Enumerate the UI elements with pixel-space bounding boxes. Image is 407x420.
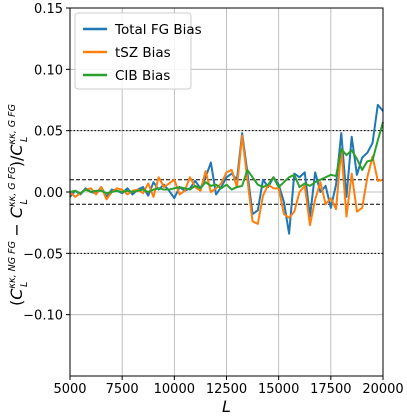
series-line-1 (69, 134, 384, 227)
y-label-c3: C (7, 144, 26, 156)
x-tick-label-4: 15000 (258, 382, 299, 397)
y-label-c1-sub: L (19, 282, 30, 287)
y-label-c1-sup: κκ, NG FG (7, 241, 18, 289)
x-tick-label-6: 20000 (362, 382, 403, 397)
x-tick-label-1: 7500 (106, 382, 139, 397)
y-tick-label-2: 0.00 (34, 186, 63, 201)
x-tick-label-5: 17500 (310, 382, 351, 397)
legend: Total FG Bias tSZ Bias CIB Bias (74, 12, 202, 90)
x-tick-label-2: 10000 (154, 382, 195, 397)
legend-label-1: tSZ Bias (115, 45, 171, 61)
y-tick-label-4: 0.10 (34, 63, 63, 78)
y-axis-label: (Cκκ, NG FGL − Cκκ, G FGL)/Cκκ, G FGL (7, 104, 30, 306)
y-label-c3-sub: L (19, 137, 30, 142)
y-label-open: ( (7, 300, 26, 306)
y-label-c1: C (7, 288, 26, 300)
y-tick-label-5: 0.15 (34, 2, 63, 17)
series-line-2 (69, 121, 384, 195)
x-tick-label-0: 5000 (53, 382, 86, 397)
y-label-c2-sub: L (19, 199, 30, 204)
y-tick-label-3: 0.05 (34, 125, 63, 140)
x-tick-label-3: 12500 (206, 382, 247, 397)
y-tick-label-1: −0.05 (23, 247, 63, 262)
legend-label-0: Total FG Bias (114, 22, 202, 38)
legend-label-2: CIB Bias (115, 68, 170, 84)
axis-ticks: 5000 7500 10000 12500 15000 17500 20000 −0.10 −0… (23, 2, 404, 397)
series-lines (69, 103, 384, 235)
series-line-0 (69, 103, 384, 235)
x-axis-label: L (222, 397, 231, 416)
y-label-mid: )/ (7, 155, 26, 167)
y-label-c2: C (7, 206, 26, 218)
y-label-minus: − (7, 218, 26, 242)
legend-box (74, 12, 192, 90)
y-label-c2-sup: κκ, G FG (7, 167, 18, 207)
y-tick-label-0: −0.10 (23, 309, 63, 324)
y-label-c3-sup: κκ, G FG (7, 104, 18, 144)
